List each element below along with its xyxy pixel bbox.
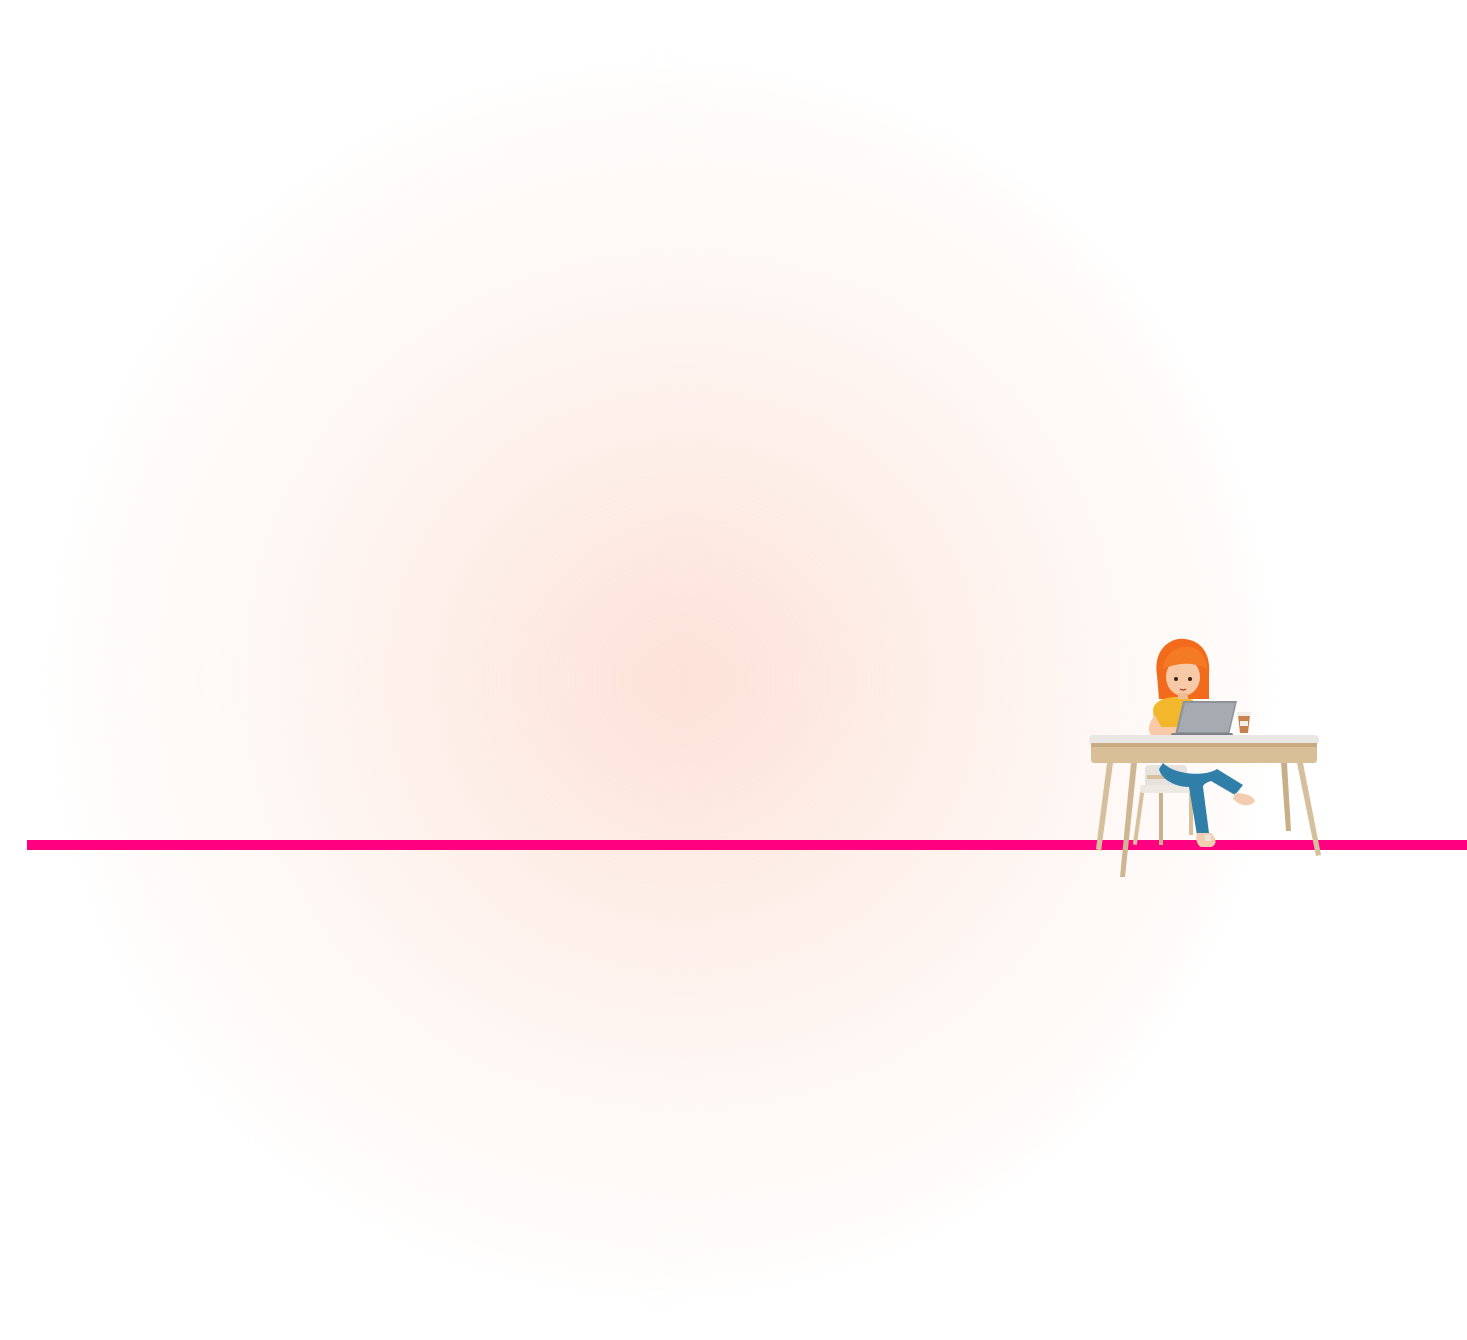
woman-at-desk-illustration <box>1089 638 1321 877</box>
accent-divider-line <box>27 840 1467 850</box>
background-glow <box>60 70 1260 1290</box>
